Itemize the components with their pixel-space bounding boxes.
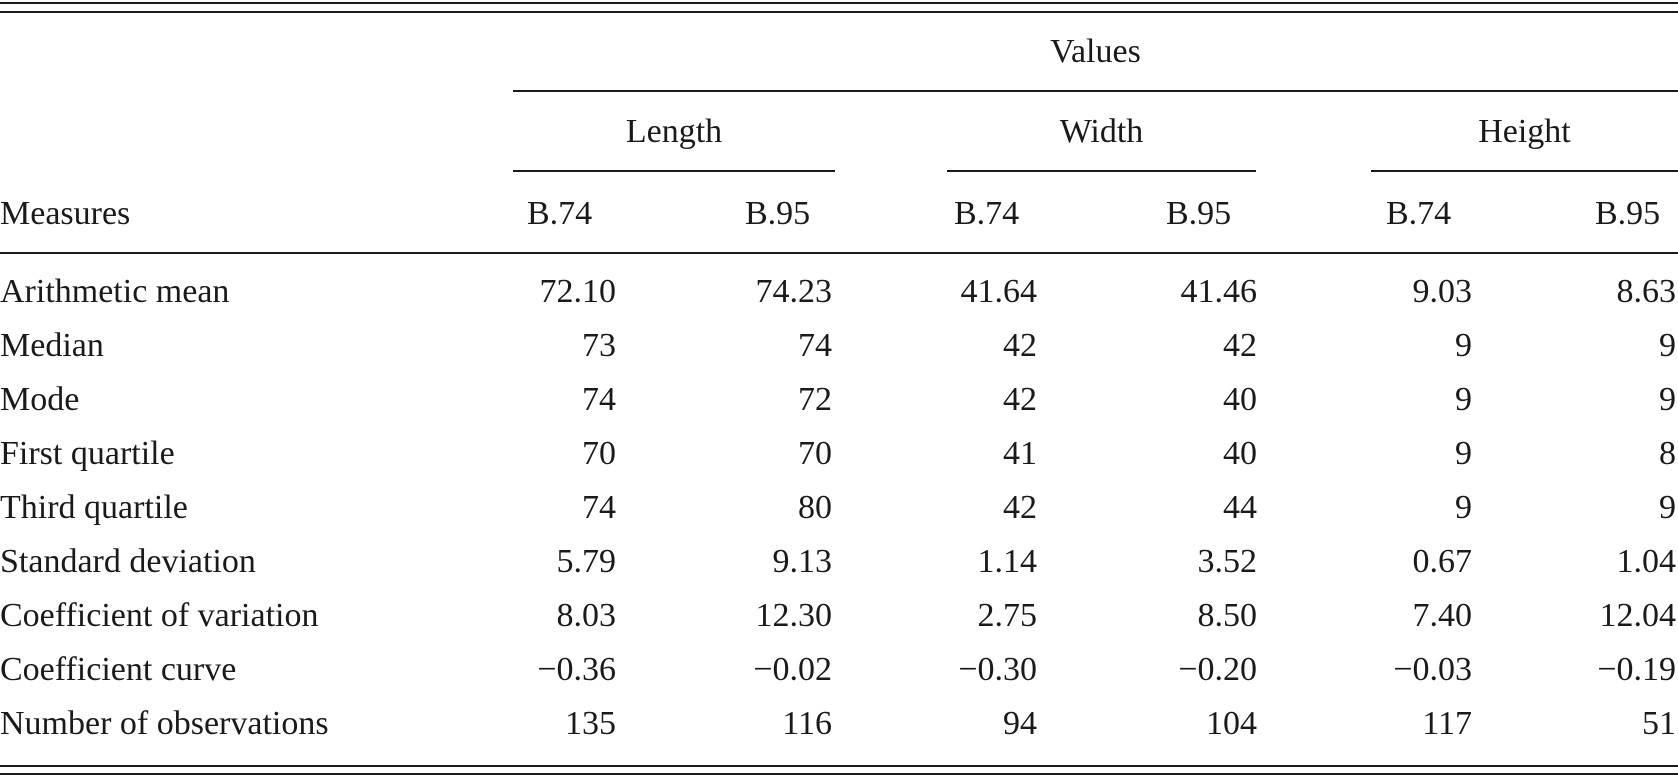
cell-height-b95: 9 [1659, 381, 1676, 418]
table-bottom-rule [0, 765, 1678, 767]
cell-width-b74: 42 [1003, 489, 1037, 526]
cell-width-b74: 42 [1003, 381, 1037, 418]
cell-width-b95: 44 [1223, 489, 1257, 526]
cell-width-b95: −0.20 [1178, 651, 1257, 688]
table-top-rule-inner [0, 11, 1678, 13]
cell-length-b74: 135 [565, 705, 616, 742]
cell-width-b95: 42 [1223, 327, 1257, 364]
cell-length-b74: 70 [582, 435, 616, 472]
subheader-height-b74: B.74 [1386, 195, 1452, 232]
subheader-length-b95: B.95 [745, 195, 811, 232]
subheader-length-b74: B.74 [527, 195, 593, 232]
values-span-rule [513, 90, 1678, 92]
cell-height-b74: 117 [1422, 705, 1472, 742]
cell-height-b95: 1.04 [1616, 543, 1677, 580]
cell-length-b95: 74 [798, 327, 832, 364]
subheader-width-b95: B.95 [1166, 195, 1232, 232]
width-span-rule [947, 170, 1256, 172]
cell-width-b95: 8.50 [1197, 597, 1258, 634]
cell-width-b74: 41.64 [960, 273, 1038, 310]
cell-height-b95: 8.63 [1616, 273, 1677, 310]
cell-height-b74: 9 [1455, 327, 1472, 364]
cell-height-b95: 51 [1642, 705, 1676, 742]
cell-height-b95: 8 [1659, 435, 1676, 472]
cell-length-b74: 74 [582, 489, 616, 526]
cell-height-b74: −0.03 [1393, 651, 1472, 688]
cell-width-b74: 1.14 [977, 543, 1038, 580]
table-row: Mode 74 72 42 40 9 9 [0, 380, 1678, 434]
cell-height-b95: 9 [1659, 327, 1676, 364]
subheader-height-b95: B.95 [1595, 195, 1661, 232]
table-bottom-rule-outer [0, 773, 1678, 775]
cell-length-b95: 74.23 [755, 273, 833, 310]
cell-length-b74: 73 [582, 327, 616, 364]
cell-width-b74: 41 [1003, 435, 1037, 472]
header-height: Height [1478, 113, 1571, 150]
table-row: Number of observations 135 116 94 104 11… [0, 704, 1678, 758]
table-row: Arithmetic mean 72.10 74.23 41.64 41.46 … [0, 272, 1678, 326]
cell-width-b74: 2.75 [977, 597, 1038, 634]
cell-height-b74: 9 [1455, 489, 1472, 526]
cell-length-b95: 80 [798, 489, 832, 526]
header-length: Length [625, 113, 723, 150]
header-width: Width [1059, 113, 1144, 150]
cell-length-b74: 8.03 [556, 597, 617, 634]
header-bottom-rule [0, 252, 1678, 254]
cell-length-b95: 116 [782, 705, 832, 742]
table-row: Coefficient of variation 8.03 12.30 2.75… [0, 596, 1678, 650]
row-label: First quartile [0, 435, 175, 472]
header-values: Values [1050, 33, 1141, 70]
cell-width-b74: 94 [1003, 705, 1037, 742]
table-row: First quartile 70 70 41 40 9 8 [0, 434, 1678, 488]
cell-length-b74: 72.10 [539, 273, 617, 310]
table-row: Coefficient curve −0.36 −0.02 −0.30 −0.2… [0, 650, 1678, 704]
cell-width-b74: −0.30 [958, 651, 1037, 688]
cell-length-b95: 72 [798, 381, 832, 418]
cell-length-b95: −0.02 [753, 651, 832, 688]
cell-length-b74: −0.36 [537, 651, 616, 688]
cell-length-b74: 74 [582, 381, 616, 418]
cell-height-b74: 9 [1455, 381, 1472, 418]
cell-height-b74: 7.40 [1412, 597, 1473, 634]
table-row: Third quartile 74 80 42 44 9 9 [0, 488, 1678, 542]
row-label: Number of observations [0, 705, 329, 742]
cell-width-b95: 104 [1206, 705, 1257, 742]
cell-height-b95: 12.04 [1599, 597, 1677, 634]
cell-height-b74: 9.03 [1412, 273, 1473, 310]
cell-height-b74: 9 [1455, 435, 1472, 472]
table-row: Median 73 74 42 42 9 9 [0, 326, 1678, 380]
table-row: Standard deviation 5.79 9.13 1.14 3.52 0… [0, 542, 1678, 596]
cell-length-b95: 9.13 [772, 543, 833, 580]
table-body: Arithmetic mean 72.10 74.23 41.64 41.46 … [0, 272, 1678, 758]
table-top-rule [0, 2, 1678, 4]
cell-width-b74: 42 [1003, 327, 1037, 364]
row-label: Arithmetic mean [0, 273, 230, 310]
row-label: Coefficient of variation [0, 597, 319, 634]
cell-height-b74: 0.67 [1412, 543, 1473, 580]
cell-width-b95: 3.52 [1197, 543, 1258, 580]
row-label: Median [0, 327, 104, 364]
subheader-width-b74: B.74 [954, 195, 1020, 232]
row-label: Standard deviation [0, 543, 256, 580]
row-label: Third quartile [0, 489, 188, 526]
header-measures: Measures [0, 195, 131, 232]
cell-height-b95: −0.19 [1597, 651, 1676, 688]
cell-length-b95: 70 [798, 435, 832, 472]
row-label: Coefficient curve [0, 651, 237, 688]
height-span-rule [1371, 170, 1678, 172]
cell-length-b74: 5.79 [556, 543, 617, 580]
cell-width-b95: 41.46 [1180, 273, 1258, 310]
cell-length-b95: 12.30 [755, 597, 833, 634]
cell-width-b95: 40 [1223, 381, 1257, 418]
cell-width-b95: 40 [1223, 435, 1257, 472]
length-span-rule [513, 170, 835, 172]
row-label: Mode [0, 381, 80, 418]
cell-height-b95: 9 [1659, 489, 1676, 526]
